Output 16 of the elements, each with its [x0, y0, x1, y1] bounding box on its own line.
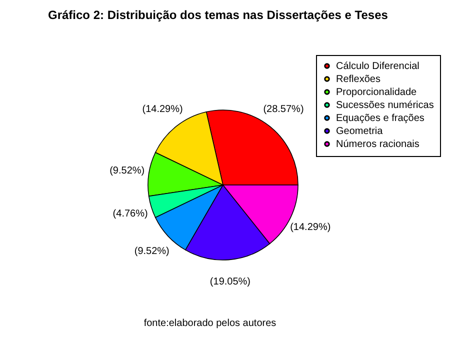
data-label: (28.57%) [263, 104, 304, 116]
legend-label: Números racionais [336, 139, 420, 150]
data-label: (14.29%) [142, 104, 183, 116]
source-note: fonte:elaborado pelos autores [144, 318, 276, 329]
chart-title: Gráfico 2: Distribuição dos temas nas Dissertações e Teses [48, 8, 388, 22]
data-label: (14.29%) [290, 222, 331, 234]
legend-label: Sucessões numéricas [336, 100, 434, 111]
legend-label: Geometria [336, 126, 384, 137]
legend-label: Cálculo Diferencial [336, 61, 420, 72]
legend-label: Reflexões [336, 74, 380, 85]
legend-label: Proporcionalidade [336, 87, 418, 98]
data-label: (9.52%) [110, 166, 145, 177]
data-label: (9.52%) [134, 246, 170, 257]
legend-label: Equações e frações [336, 113, 424, 124]
data-label: (19.05%) [210, 276, 251, 288]
data-label: (4.76%) [112, 208, 148, 220]
